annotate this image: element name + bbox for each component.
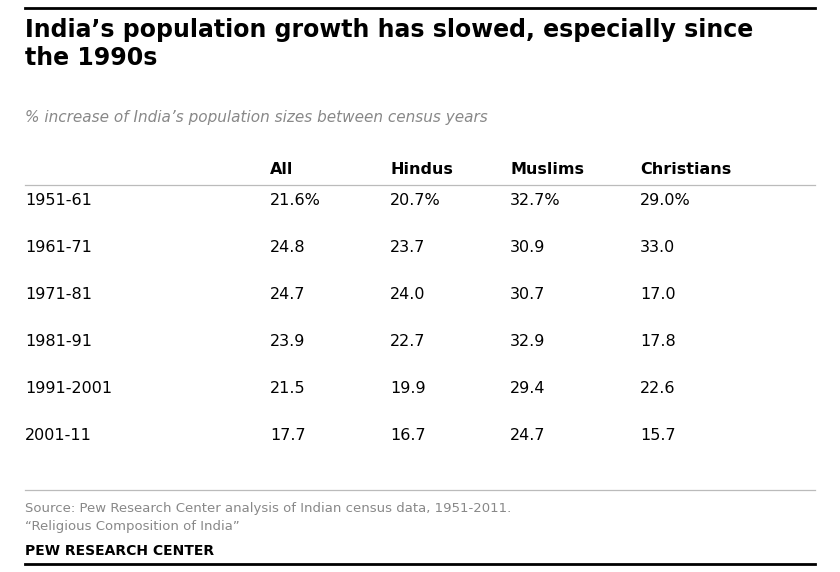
Text: 20.7%: 20.7%	[390, 193, 441, 208]
Text: India’s population growth has slowed, especially since
the 1990s: India’s population growth has slowed, es…	[25, 18, 753, 70]
Text: 33.0: 33.0	[640, 240, 675, 255]
Text: 17.7: 17.7	[270, 428, 306, 443]
Text: 1991-2001: 1991-2001	[25, 381, 112, 396]
Text: 32.9: 32.9	[510, 334, 545, 349]
Text: 24.8: 24.8	[270, 240, 306, 255]
Text: 1981-91: 1981-91	[25, 334, 92, 349]
Text: 24.7: 24.7	[510, 428, 545, 443]
Text: % increase of India’s population sizes between census years: % increase of India’s population sizes b…	[25, 110, 488, 125]
Text: 23.9: 23.9	[270, 334, 306, 349]
Text: “Religious Composition of India”: “Religious Composition of India”	[25, 520, 239, 533]
Text: 21.5: 21.5	[270, 381, 306, 396]
Text: 1961-71: 1961-71	[25, 240, 92, 255]
Text: 23.7: 23.7	[390, 240, 425, 255]
Text: 17.0: 17.0	[640, 287, 675, 302]
Text: 17.8: 17.8	[640, 334, 675, 349]
Text: 32.7%: 32.7%	[510, 193, 560, 208]
Text: Source: Pew Research Center analysis of Indian census data, 1951-2011.: Source: Pew Research Center analysis of …	[25, 502, 512, 515]
Text: 1971-81: 1971-81	[25, 287, 92, 302]
Text: Hindus: Hindus	[390, 162, 453, 177]
Text: All: All	[270, 162, 293, 177]
Text: 24.0: 24.0	[390, 287, 426, 302]
Text: 16.7: 16.7	[390, 428, 426, 443]
Text: Christians: Christians	[640, 162, 732, 177]
Text: 22.6: 22.6	[640, 381, 675, 396]
Text: 19.9: 19.9	[390, 381, 426, 396]
Text: 24.7: 24.7	[270, 287, 306, 302]
Text: 30.7: 30.7	[510, 287, 545, 302]
Text: 29.4: 29.4	[510, 381, 545, 396]
Text: 2001-11: 2001-11	[25, 428, 92, 443]
Text: 21.6%: 21.6%	[270, 193, 321, 208]
Text: 1951-61: 1951-61	[25, 193, 92, 208]
Text: Muslims: Muslims	[510, 162, 584, 177]
Text: 30.9: 30.9	[510, 240, 545, 255]
Text: PEW RESEARCH CENTER: PEW RESEARCH CENTER	[25, 544, 214, 558]
Text: 22.7: 22.7	[390, 334, 426, 349]
Text: 29.0%: 29.0%	[640, 193, 690, 208]
Text: 15.7: 15.7	[640, 428, 675, 443]
